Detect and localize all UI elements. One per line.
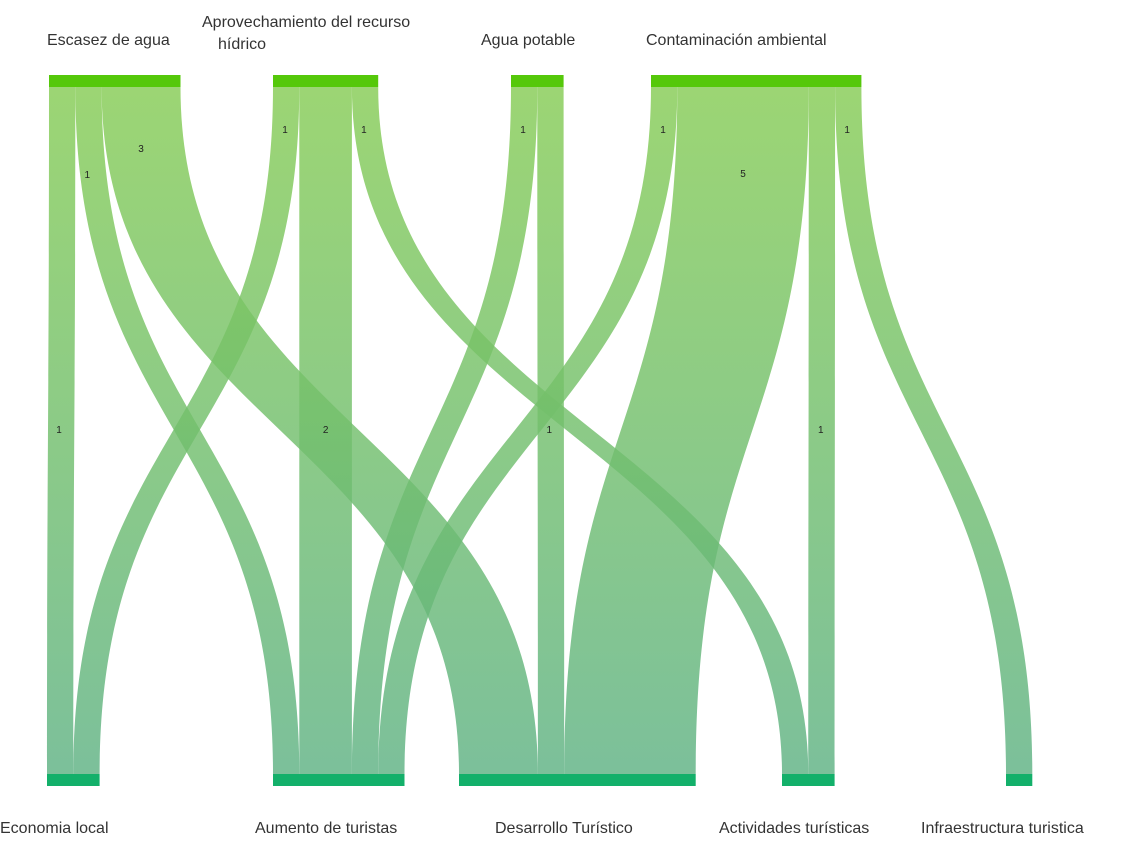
link-contaminacion-infraestructura[interactable] bbox=[835, 87, 1033, 774]
node-label-contaminacion: Contaminación ambiental bbox=[646, 32, 827, 49]
node-label-economia: Economia local bbox=[0, 820, 109, 836]
labels-layer: 1 1 3 1 2 1 1 1 1 5 1 1 Escasez de agua Aprovechamien… bbox=[0, 14, 1084, 837]
link-value-aprovechamiento-actividades: 1 bbox=[361, 125, 367, 136]
node-label-desarrollo: Desarrollo Turístico bbox=[495, 820, 633, 836]
node-label-agua_potable: Agua potable bbox=[481, 32, 575, 49]
link-value-contaminacion-desarrollo: 5 bbox=[740, 169, 746, 180]
node-label-infraestructura: Infraestructura turistica bbox=[921, 820, 1084, 836]
link-value-contaminacion-aumento: 1 bbox=[660, 125, 666, 136]
node-label-aprovechamiento: Aprovechamiento del recurso bbox=[202, 14, 410, 31]
link-value-contaminacion-actividades: 1 bbox=[818, 425, 824, 436]
link-agua_potable-aumento[interactable] bbox=[351, 87, 538, 774]
link-contaminacion-desarrollo[interactable] bbox=[564, 87, 809, 774]
link-value-aprovechamiento-economia: 1 bbox=[282, 125, 288, 136]
node-infraestructura[interactable] bbox=[1006, 774, 1033, 786]
link-aprovechamiento-aumento[interactable] bbox=[299, 87, 352, 774]
link-aprovechamiento-economia[interactable] bbox=[73, 87, 300, 774]
link-value-escasez-desarrollo: 3 bbox=[138, 144, 144, 155]
nodes-layer bbox=[47, 75, 1033, 786]
node-label-aumento: Aumento de turistas bbox=[255, 820, 397, 836]
node-aprovechamiento[interactable] bbox=[273, 75, 379, 87]
link-contaminacion-actividades[interactable] bbox=[808, 87, 836, 774]
link-value-contaminacion-infraestructura: 1 bbox=[844, 125, 850, 136]
link-contaminacion-aumento[interactable] bbox=[378, 87, 678, 774]
node-aumento[interactable] bbox=[273, 774, 405, 786]
link-value-escasez-economia: 1 bbox=[56, 425, 62, 436]
node-desarrollo[interactable] bbox=[459, 774, 696, 786]
node-label-escasez: Escasez de agua bbox=[47, 32, 170, 49]
link-value-agua_potable-desarrollo: 1 bbox=[547, 425, 553, 436]
node-contaminacion[interactable] bbox=[651, 75, 862, 87]
link-escasez-economia[interactable] bbox=[47, 87, 76, 774]
link-value-aprovechamiento-aumento: 2 bbox=[323, 425, 329, 436]
link-agua_potable-desarrollo[interactable] bbox=[537, 87, 565, 774]
node-actividades[interactable] bbox=[782, 774, 835, 786]
node-economia[interactable] bbox=[47, 774, 100, 786]
links-layer bbox=[47, 87, 1033, 774]
node-escasez[interactable] bbox=[49, 75, 181, 87]
link-value-escasez-aumento: 1 bbox=[85, 170, 91, 181]
link-value-agua_potable-aumento: 1 bbox=[520, 125, 526, 136]
node-label-actividades: Actividades turísticas bbox=[719, 820, 869, 836]
link-aprovechamiento-actividades[interactable] bbox=[351, 87, 809, 774]
node-label-aprovechamiento-line-2: hídrico bbox=[218, 36, 266, 53]
node-agua_potable[interactable] bbox=[511, 75, 564, 87]
